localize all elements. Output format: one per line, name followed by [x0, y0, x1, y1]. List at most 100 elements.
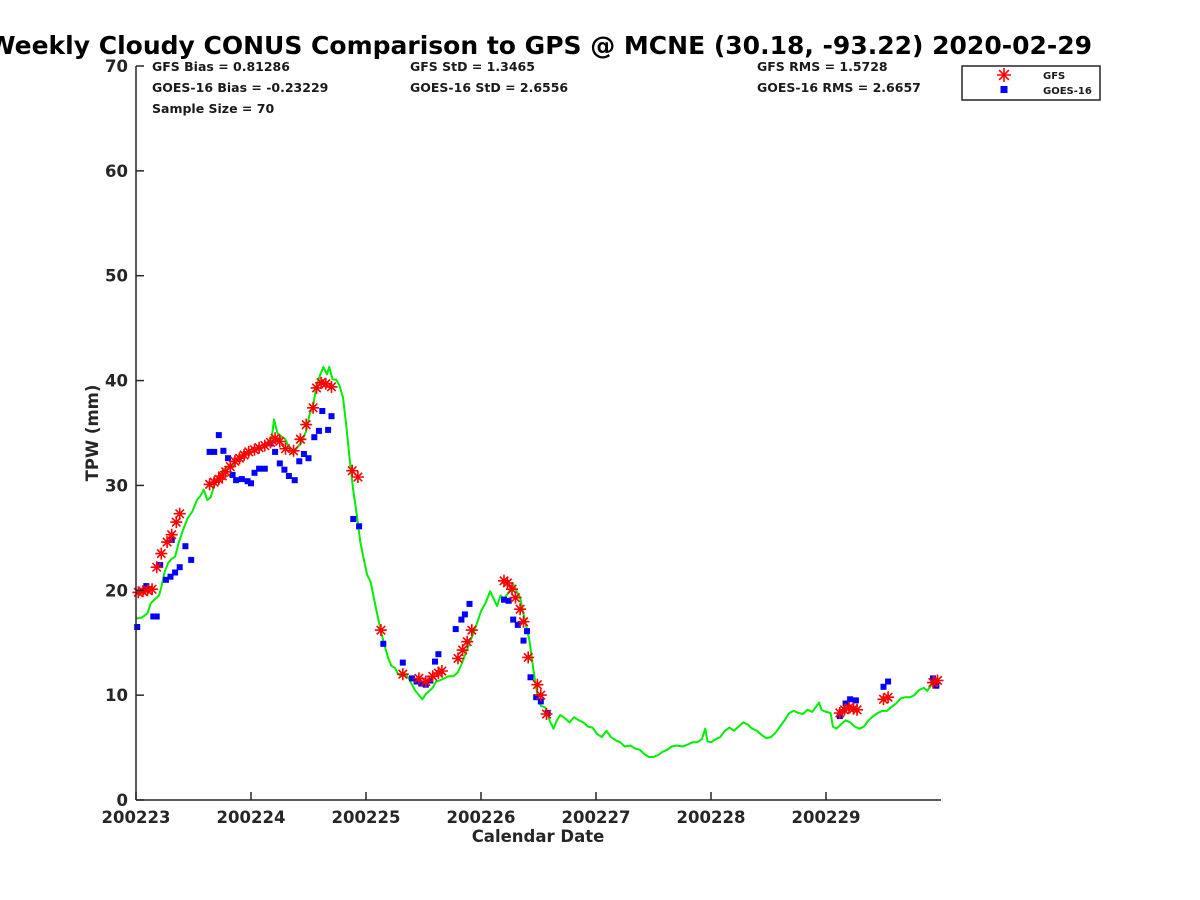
gfs-rms-stat: GFS RMS = 1.5728: [757, 59, 888, 74]
gfs-point: [522, 651, 535, 664]
gfs-point: [851, 703, 863, 716]
gfs-point: [132, 586, 145, 599]
axes: 0 10 20 30 40 50 60 70 200223 200224 200225 200226 2…: [102, 57, 941, 827]
gfs-std-stat: GFS StD = 1.3465: [410, 59, 535, 74]
goes-point: [461, 611, 468, 618]
goes-point: [427, 677, 434, 684]
legend-goes-label: GOES-16: [1043, 86, 1092, 97]
goes-point: [182, 543, 189, 550]
goes-point: [248, 480, 254, 487]
gfs-point: [498, 574, 510, 587]
goes-point: [399, 659, 406, 666]
x-tick-label: 200228: [677, 808, 746, 827]
gfs-point: [517, 615, 530, 628]
gfs-point: [219, 465, 232, 478]
gfs-point: [374, 624, 387, 637]
goes-point: [300, 451, 307, 457]
goes-point: [153, 613, 160, 620]
goes-point: [305, 455, 312, 462]
gfs-point: [346, 464, 359, 477]
gfs-point: [465, 624, 478, 637]
gfs-point: [203, 478, 216, 491]
goes-point: [215, 432, 222, 439]
goes-point: [251, 469, 258, 476]
gfs-point: [419, 675, 432, 688]
gfs-point: [170, 516, 183, 529]
sample-size-stat: Sample Size = 70: [152, 101, 274, 116]
goes-point: [176, 564, 183, 571]
gfs-point: [155, 547, 168, 560]
gfs-point: [461, 635, 474, 648]
goes-point: [328, 413, 335, 420]
gfs-point: [833, 707, 846, 719]
goes-point: [150, 613, 157, 620]
x-tick-label: 200224: [217, 808, 286, 827]
goes-point: [238, 476, 245, 483]
gfs-point: [931, 674, 944, 687]
goes-point: [435, 651, 442, 658]
goes-point: [350, 516, 357, 522]
gfs-point: [307, 401, 320, 414]
gfs-point: [242, 445, 255, 458]
goes-point: [885, 678, 892, 685]
goes-point: [880, 683, 887, 690]
gfs-point: [173, 507, 186, 520]
goes-point: [537, 698, 544, 705]
goes-point: [206, 448, 213, 455]
goes-point: [281, 466, 288, 473]
goes-point: [527, 674, 534, 681]
goes-point: [319, 408, 326, 414]
gfs-point: [224, 460, 237, 473]
goes-point: [211, 448, 218, 455]
plot-area: [132, 365, 944, 758]
gfs-point: [319, 377, 332, 390]
goes-point: [852, 697, 859, 704]
goes-point: [452, 626, 459, 633]
goes-std-stat: GOES-16 StD = 2.6556: [410, 80, 568, 95]
gfs-point: [208, 476, 221, 489]
goes-point: [380, 640, 387, 647]
gfs-bias-stat: GFS Bias = 0.81286: [152, 59, 290, 74]
gfs-point: [146, 583, 159, 596]
goes-point: [510, 616, 517, 623]
gfs-point: [412, 672, 425, 685]
y-tick-label: 40: [105, 372, 128, 391]
legend-box: [961, 65, 1101, 101]
goes-point: [458, 616, 465, 623]
goes-point: [432, 658, 438, 665]
goes-point: [501, 596, 507, 603]
gfs-point: [426, 670, 439, 683]
goes-point: [533, 694, 540, 701]
y-tick-label: 20: [105, 581, 128, 600]
x-tick-label: 200223: [102, 808, 171, 827]
goes-point: [276, 460, 283, 467]
gfs-point: [287, 444, 300, 457]
gfs-point: [435, 665, 448, 677]
goes-point: [244, 478, 251, 485]
goes-point: [466, 600, 473, 607]
gfs-point: [882, 691, 895, 704]
goes-point: [418, 680, 425, 687]
gfs-point: [432, 667, 445, 680]
goes-point: [134, 624, 141, 630]
goes-point: [514, 621, 521, 628]
gfs-point: [456, 644, 469, 657]
y-tick-label: 0: [117, 791, 128, 810]
y-tick-label: 70: [105, 57, 128, 76]
gfs-point: [150, 561, 163, 574]
gfs-point: [501, 576, 514, 589]
x-tick-label: 200225: [332, 808, 401, 827]
legend-gfs-marker: [997, 68, 1011, 82]
gfs-point: [843, 701, 855, 714]
goes-point: [188, 556, 195, 563]
gfs-point: [233, 452, 246, 465]
gfs-point: [509, 591, 522, 604]
gfs-point: [273, 435, 286, 448]
goes-point: [409, 675, 415, 682]
gfs-point: [300, 418, 313, 431]
gfs-point: [506, 583, 518, 596]
gfs-point: [238, 449, 251, 461]
goes-point: [162, 576, 169, 583]
goes-point: [220, 447, 227, 454]
goes-point: [285, 473, 292, 479]
